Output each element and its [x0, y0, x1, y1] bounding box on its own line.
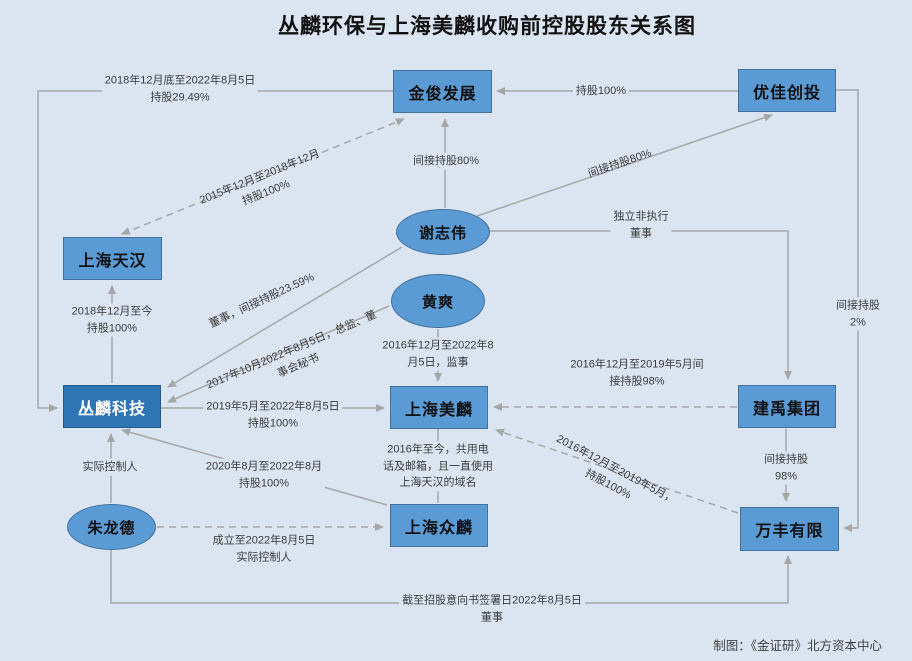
edge-xie-jianyu: [490, 230, 792, 380]
edge-label-huang-meilin: 2016年12月至2022年8 月5日，监事: [379, 337, 497, 371]
edge-label-zhu-wanfeng: 截至招股意向书签署日2022年8月5日 董事: [399, 592, 585, 626]
node-youjia-chuangtou: 优佳创投: [738, 69, 836, 112]
edge-label-xie-jianyu: 独立非执行 董事: [610, 208, 672, 242]
edge-label-youjia-wanfeng: 间接持股2%: [831, 297, 885, 331]
edge-huang-conglin: [167, 305, 390, 403]
edge-label-zhonglin-conglin: 2020年8月至2022年8月 持股100%: [202, 458, 326, 492]
edge-label-meilin-zhonglin: 2016年至今，共用电 话及邮箱，且一直使用 上海天汉的域名: [380, 441, 496, 491]
node-huang-shuang: 黄爽: [391, 274, 485, 328]
page-title: 丛麟环保与上海美麟收购前控股股东关系图: [278, 15, 696, 38]
node-shanghai-meilin: 上海美麟: [390, 386, 488, 429]
edge-label-jianyu-wanfeng: 间接持股 98%: [761, 451, 811, 485]
edge-label-jinjun-conglin: 2018年12月底至2022年8月5日 持股29.49%: [101, 72, 259, 106]
node-conglin-keji: 丛麟科技: [63, 385, 161, 428]
node-jianyu-jituan: 建禹集团: [738, 385, 836, 428]
edge-label-zhu-zhonglin: 成立至2022年8月5日 实际控制人: [212, 534, 316, 564]
node-xie-zhiwei: 谢志伟: [396, 209, 490, 255]
edge-wanfeng-meilin: [495, 428, 739, 514]
edge-label-jianyu-meilin: 2016年12月至2019年5月间 接持股98%: [567, 356, 707, 390]
edge-label-conglin-tianhan: 2018年12月至今 持股100%: [68, 303, 156, 337]
edge-label-youjia-jinjun: 持股100%: [572, 82, 630, 100]
edge-label-conglin-meilin: 2019年5月至2022年8月5日 持股100%: [203, 398, 343, 432]
edge-label-xie-jinjun: 间接持股80%: [409, 152, 483, 170]
node-shanghai-zhonglin: 上海众麟: [390, 504, 488, 547]
edge-label-zhu-conglin: 实际控制人: [79, 458, 141, 476]
edge-tianhan-jinjun: [121, 118, 405, 235]
node-shanghai-tianhan: 上海天汉: [63, 237, 162, 280]
edge-xie-conglin: [167, 246, 403, 388]
node-jinjun-fazhan: 金俊发展: [393, 70, 492, 113]
node-zhu-longde: 朱龙德: [67, 504, 156, 550]
source-caption: 制图：《金证研》北方资本中心: [713, 639, 882, 653]
edge-xie-youjia: [476, 113, 773, 217]
node-wanfeng-youxian: 万丰有限: [740, 507, 839, 551]
